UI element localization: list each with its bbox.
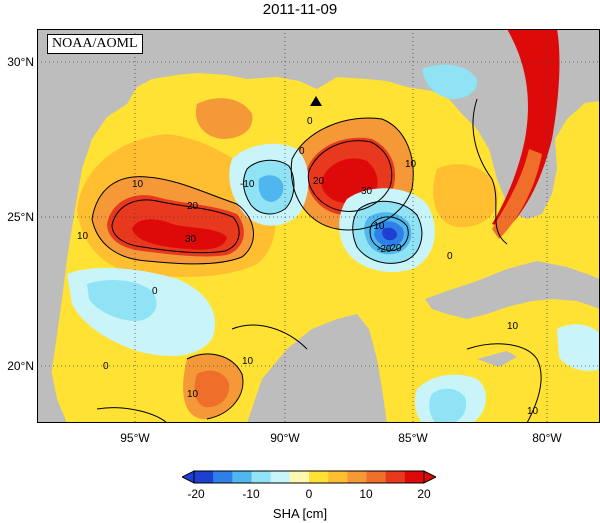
colorbar-tick: 0 [305,487,313,501]
land-usa-gulf-coast [37,29,542,423]
contour-label: 0 [447,251,453,262]
colorbar-label: SHA [cm] [272,506,328,521]
sha-map: 10 20 30 0 -10 -20 10 20 30 0 10 0 10 -1… [37,29,600,423]
contour-label: 30 [185,234,197,245]
colorbar-swatch [366,471,386,483]
contour-label: 10 [242,356,254,367]
colorbar-low-arrow [180,470,195,484]
warm-florida-current-rim [492,149,542,239]
colorbar-swatch [270,471,291,483]
cold-patch-northeast [422,64,478,99]
colorbar-swatch [385,471,406,483]
station-triangle [310,96,322,106]
colorbar-tick: 20 [417,487,431,501]
map-title: 2011-11-09 [262,1,338,18]
warm-eddy-west-center [132,219,227,250]
contour-label: 10 [527,406,539,417]
colorbar-swatch [328,471,348,483]
lat-label-30n: 30°N [7,55,34,69]
colorbar-swatch [251,471,271,483]
warm-patch-east [433,164,498,228]
credit-label: NOAA/AOML [47,34,143,54]
cold-patch-east-caribbean [557,324,600,371]
warm-patch-north [195,98,253,139]
contour-label: 0 [103,361,109,372]
lon-label-85w: 85°W [398,431,428,445]
cold-eddy-south-center [382,227,397,241]
contour-label: 10 [405,159,417,170]
contour-label: 20 [313,176,325,187]
colorbar-swatch [194,471,214,483]
colorbar-swatch [347,471,367,483]
lon-label-90w: 90°W [270,431,300,445]
colorbar-swatch [232,471,252,483]
contour-label: 10 [132,179,144,190]
contour-label: 20 [187,201,199,212]
lat-label-20n: 20°N [7,359,34,373]
lon-label-80w: 80°W [532,431,562,445]
contour-label: 10 [187,389,199,400]
contour-label: -20 [377,244,392,255]
contour-label: 0 [152,286,158,297]
contour-label: -10 [240,179,255,190]
cold-patch-southeast-core [429,388,467,423]
land-mexico [37,329,67,423]
contour-label: 10 [77,231,89,242]
colorbar-tick: -10 [242,487,260,501]
colorbar-tick: 10 [359,487,373,501]
contour-label: -20 [387,243,402,254]
contour-label: 30 [361,186,373,197]
land-islands [477,351,517,367]
colorbar-border [193,470,425,484]
warm-patch-south-core [194,370,230,408]
contour-label: 10 [507,321,519,332]
lon-label-95w: 95°W [120,431,150,445]
lat-label-25n: 25°N [7,210,34,224]
contour-label: 0 [307,116,313,127]
colorbar-swatch [213,471,233,483]
graticule [37,29,600,423]
colorbar-high-arrow [423,470,438,484]
land-yucatan [247,314,387,423]
colorbar-tick: -20 [187,487,205,501]
warm-florida-current [492,29,560,229]
colorbar-swatch [309,471,329,483]
contour-label: -10 [370,221,385,232]
cold-eddy-central-core [258,175,284,202]
colorbar-swatch [404,471,425,483]
land-cuba [425,261,600,319]
colorbar-swatch [289,471,310,483]
colorbar [180,469,438,490]
cold-patch-west-core [87,279,157,321]
contour-label: 0 [299,146,305,157]
